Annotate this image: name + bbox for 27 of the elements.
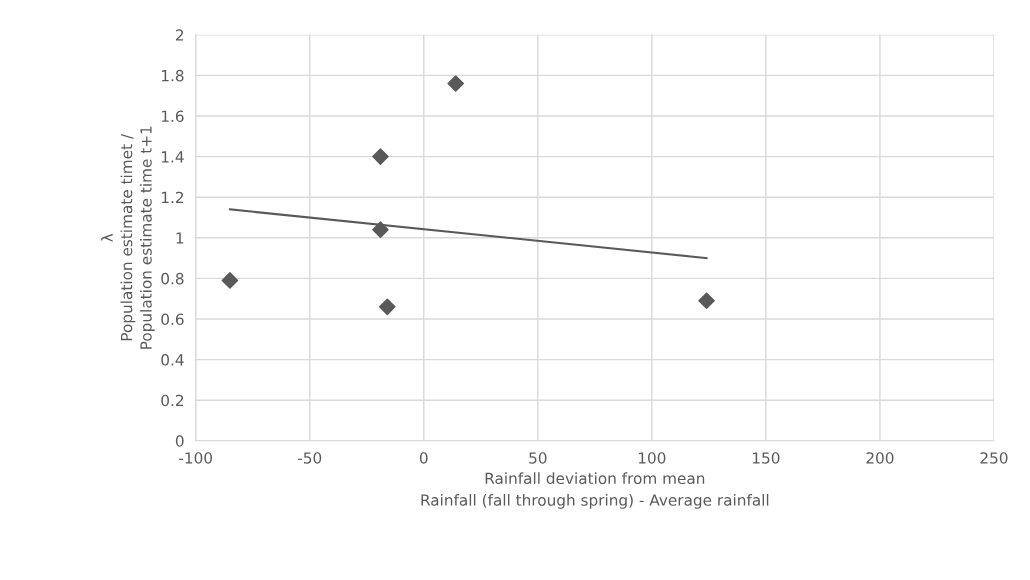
point (698, 292, 715, 310)
y-tick-label: 0.6 (161, 313, 184, 326)
y-tick-label: 1.2 (161, 191, 184, 203)
y-tick-label: 0.8 (161, 272, 184, 285)
x-tick-label: 50 (529, 452, 547, 464)
y-tick-label: 0 (175, 435, 184, 447)
point (221, 272, 239, 289)
y-tick-label: 1.8 (161, 69, 184, 82)
x-tick-label: 0 (419, 452, 428, 464)
x-tick-label: 150 (752, 452, 780, 464)
x-axis-title: Rainfall deviation from mean Rainfall (fall through spring) - Average rainfall (421, 472, 769, 509)
point (372, 148, 389, 165)
point (447, 75, 465, 92)
x-tick-label: 200 (866, 452, 894, 464)
y-axis-title: λ Population estimate timet / Population estimate time t+1 (101, 126, 155, 349)
x-tick-label: 250 (980, 452, 1008, 464)
y-tick-label: 1.4 (161, 151, 184, 163)
x-tick-label: 100 (638, 452, 666, 464)
point (372, 221, 389, 238)
y-tick-label: 1 (176, 232, 184, 244)
point (378, 298, 396, 316)
y-tick-label: 0.2 (161, 394, 184, 407)
y-tick-label: 0.4 (161, 354, 184, 366)
y-tick-label: 1.6 (161, 110, 184, 123)
y-tick-label: 2 (175, 29, 184, 41)
x-tick-label: -50 (298, 452, 322, 464)
x-tick-label: -100 (179, 452, 213, 464)
